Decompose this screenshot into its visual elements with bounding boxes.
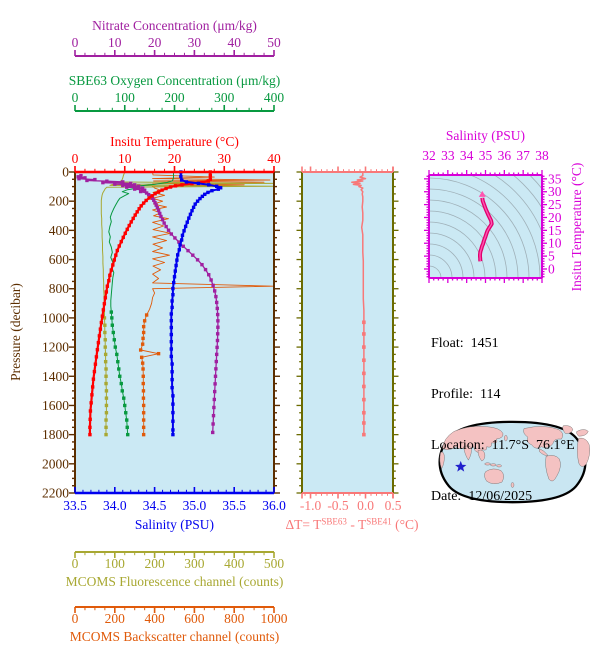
salinity-profile <box>169 170 223 437</box>
svg-text:0: 0 <box>548 261 555 276</box>
svg-text:30: 30 <box>548 184 562 199</box>
svg-text:15: 15 <box>548 223 562 238</box>
svg-text:20: 20 <box>168 151 182 166</box>
svg-text:Pressure (decibar): Pressure (decibar) <box>8 283 23 381</box>
svg-text:35: 35 <box>548 171 562 186</box>
svg-text:0: 0 <box>72 35 79 50</box>
svg-text:-1.0: -1.0 <box>300 498 322 513</box>
svg-text:Salinity (PSU): Salinity (PSU) <box>446 128 525 143</box>
svg-text:0: 0 <box>72 151 79 166</box>
svg-text:25: 25 <box>548 197 562 212</box>
svg-text:ΔT= TSBE63 - TSBE41 (°C): ΔT= TSBE63 - TSBE41 (°C) <box>286 517 419 533</box>
svg-text:34.5: 34.5 <box>143 498 167 513</box>
svg-text:100: 100 <box>105 556 126 571</box>
svg-text:400: 400 <box>224 556 245 571</box>
svg-text:400: 400 <box>49 223 70 238</box>
svg-text:Insitu Temperature (°C): Insitu Temperature (°C) <box>569 163 584 292</box>
svg-text:600: 600 <box>184 611 205 626</box>
svg-text:Salinity (PSU): Salinity (PSU) <box>135 517 214 532</box>
svg-text:400: 400 <box>264 90 285 105</box>
svg-text:30: 30 <box>188 35 202 50</box>
fluorescence-axis: 0 100 200 300 400 500 MCOMS Fluorescence chann… <box>66 551 285 589</box>
svg-text:600: 600 <box>49 252 70 267</box>
svg-text:100: 100 <box>115 90 136 105</box>
svg-text:0: 0 <box>72 556 79 571</box>
svg-text:36: 36 <box>498 148 512 163</box>
float-info-profile: Profile: 114 <box>431 387 501 402</box>
float-info-location: Location: 11.7°S 76.1°E <box>431 438 575 453</box>
svg-text:50: 50 <box>267 35 281 50</box>
svg-text:33: 33 <box>441 148 455 163</box>
svg-text:35.5: 35.5 <box>222 498 246 513</box>
svg-text:34.0: 34.0 <box>103 498 127 513</box>
svg-text:20: 20 <box>148 35 162 50</box>
oxygen-axis: 0 100 200 300 400 SBE63 Oxygen Concentration … <box>69 73 285 112</box>
svg-text:34: 34 <box>460 148 474 163</box>
float-info-float: Float: 1451 <box>431 336 499 351</box>
svg-text:36.0: 36.0 <box>262 498 286 513</box>
float-info: Float: 1451 Profile: 114 Location: 11.7°… <box>431 301 575 539</box>
svg-text:38: 38 <box>535 148 549 163</box>
svg-text:10: 10 <box>548 236 562 251</box>
svg-text:200: 200 <box>105 611 126 626</box>
svg-text:200: 200 <box>49 194 70 209</box>
svg-text:300: 300 <box>214 90 235 105</box>
svg-text:Insitu Temperature (°C): Insitu Temperature (°C) <box>110 134 239 149</box>
svg-text:Nitrate Concentration (μm/kg): Nitrate Concentration (μm/kg) <box>92 18 257 33</box>
svg-text:0.5: 0.5 <box>385 498 402 513</box>
svg-text:800: 800 <box>224 611 245 626</box>
map-continents <box>439 425 590 488</box>
svg-text:200: 200 <box>164 90 185 105</box>
svg-text:10: 10 <box>108 35 122 50</box>
svg-text:30: 30 <box>218 151 232 166</box>
svg-text:32: 32 <box>422 148 436 163</box>
svg-text:10: 10 <box>118 151 132 166</box>
svg-text:1200: 1200 <box>42 340 69 355</box>
ts-curve-arrow-icon <box>478 190 486 197</box>
temperature-profile <box>88 170 213 437</box>
svg-text:5: 5 <box>548 249 555 264</box>
svg-text:40: 40 <box>227 35 241 50</box>
svg-text:20: 20 <box>548 210 562 225</box>
svg-text:SBE63 Oxygen Concentration (μm: SBE63 Oxygen Concentration (μm/kg) <box>69 73 281 88</box>
svg-text:MCOMS Backscatter channel (cou: MCOMS Backscatter channel (counts) <box>70 629 280 644</box>
svg-text:-0.5: -0.5 <box>327 498 349 513</box>
float-location-star-icon <box>455 460 467 472</box>
svg-text:35.0: 35.0 <box>183 498 207 513</box>
svg-text:500: 500 <box>264 556 285 571</box>
svg-text:33.5: 33.5 <box>63 498 87 513</box>
svg-text:0: 0 <box>72 90 79 105</box>
svg-text:35: 35 <box>479 148 493 163</box>
svg-text:1800: 1800 <box>42 427 69 442</box>
svg-text:1400: 1400 <box>42 369 69 384</box>
svg-text:0: 0 <box>72 611 79 626</box>
svg-text:0: 0 <box>62 165 69 180</box>
svg-text:1000: 1000 <box>42 310 69 325</box>
svg-text:40: 40 <box>267 151 281 166</box>
svg-text:300: 300 <box>184 556 205 571</box>
nitrate-axis: 0 10 20 30 40 50 Nitrate Concentration (μm/kg) <box>72 18 281 57</box>
main-profile-plot: 0200400600800100012001400160018002000220… <box>8 134 286 532</box>
backscatter-profile <box>138 171 275 437</box>
svg-text:400: 400 <box>144 611 165 626</box>
svg-text:1000: 1000 <box>261 611 288 626</box>
svg-text:0.0: 0.0 <box>357 498 374 513</box>
delta-t-panel: -1.0 -0.5 0.0 0.5 ΔT= TSBE63 - TSBE41 (°C) <box>286 166 419 533</box>
float-info-date: Date: 12/06/2025 <box>431 489 533 504</box>
svg-text:1600: 1600 <box>42 398 69 413</box>
svg-text:2200: 2200 <box>42 486 69 501</box>
backscatter-axis: 0 200 400 600 800 1000 MCOMS Backscatter chann… <box>70 606 288 644</box>
svg-text:37: 37 <box>516 148 530 163</box>
svg-text:MCOMS Fluorescence channel (co: MCOMS Fluorescence channel (counts) <box>66 574 284 589</box>
world-map <box>438 420 590 504</box>
svg-text:200: 200 <box>144 556 165 571</box>
main-plot-axes: 0200400600800100012001400160018002000220… <box>8 134 286 532</box>
svg-text:2000: 2000 <box>42 456 69 471</box>
svg-text:800: 800 <box>49 281 70 296</box>
